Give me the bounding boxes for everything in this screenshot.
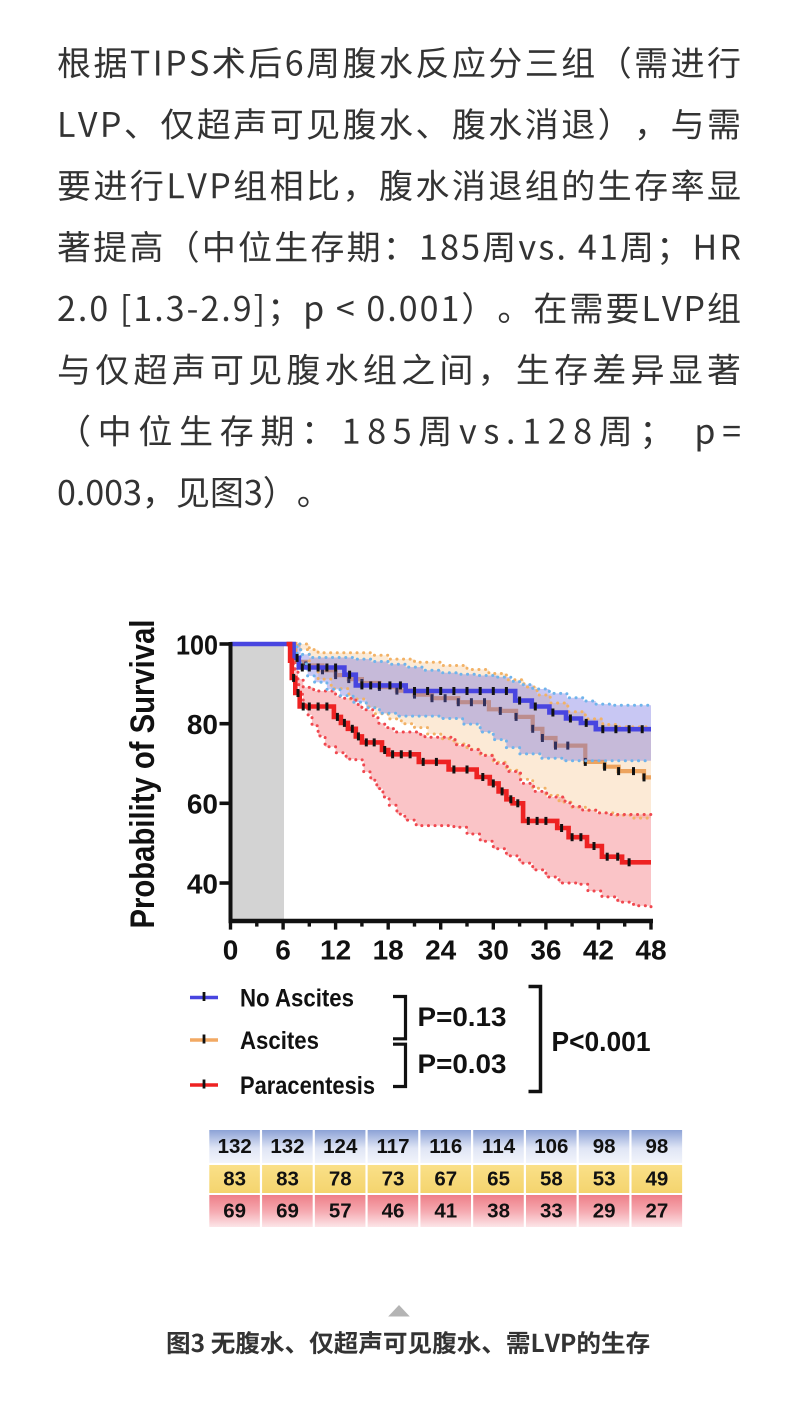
svg-text:132: 132 [218,1135,252,1158]
svg-text:106: 106 [534,1135,568,1158]
svg-text:33: 33 [540,1200,563,1223]
svg-text:116: 116 [429,1135,462,1158]
svg-text:132: 132 [270,1135,304,1158]
svg-text:41: 41 [434,1200,457,1223]
svg-text:No Ascites: No Ascites [240,985,354,1013]
svg-text:98: 98 [593,1135,616,1158]
svg-text:49: 49 [646,1168,669,1191]
svg-text:42: 42 [583,935,614,966]
svg-text:27: 27 [646,1200,669,1223]
svg-text:53: 53 [593,1168,616,1191]
svg-text:Ascites: Ascites [240,1027,319,1055]
svg-text:36: 36 [530,935,561,966]
svg-text:6: 6 [275,935,291,966]
svg-text:65: 65 [487,1168,510,1191]
svg-text:117: 117 [376,1135,409,1158]
svg-text:80: 80 [187,709,218,740]
svg-text:83: 83 [223,1168,246,1191]
svg-text:100: 100 [176,629,218,660]
svg-text:98: 98 [646,1135,669,1158]
svg-text:69: 69 [223,1200,246,1223]
svg-text:0: 0 [223,935,239,966]
svg-text:40: 40 [187,868,218,899]
svg-text:29: 29 [593,1200,616,1223]
svg-text:57: 57 [329,1200,352,1223]
svg-text:69: 69 [276,1200,299,1223]
svg-text:Paracentesis: Paracentesis [240,1072,375,1100]
svg-text:Probability of Survival: Probability of Survival [124,620,162,929]
svg-text:P=0.13: P=0.13 [418,1002,507,1032]
svg-text:67: 67 [434,1168,457,1191]
svg-text:18: 18 [373,935,404,966]
svg-text:46: 46 [382,1200,405,1223]
svg-text:P=0.03: P=0.03 [418,1049,507,1079]
svg-text:30: 30 [478,935,509,966]
svg-text:78: 78 [329,1168,352,1191]
svg-text:73: 73 [382,1168,405,1191]
svg-text:48: 48 [635,935,666,966]
svg-text:24: 24 [425,935,457,966]
svg-text:P<0.001: P<0.001 [552,1026,651,1057]
svg-text:83: 83 [276,1168,299,1191]
svg-text:58: 58 [540,1168,563,1191]
svg-text:38: 38 [487,1200,510,1223]
svg-text:124: 124 [323,1135,358,1158]
svg-text:60: 60 [187,789,218,820]
svg-text:114: 114 [482,1135,516,1158]
svg-text:12: 12 [320,935,351,966]
